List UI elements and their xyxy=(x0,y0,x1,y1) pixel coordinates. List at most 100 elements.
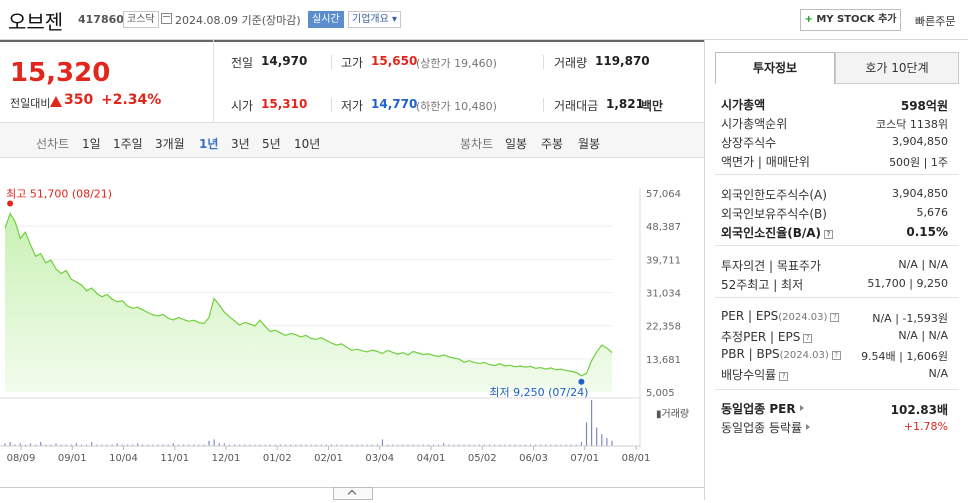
stock-header: 오브젠 417860 코스닥 2024.08.09 기준(장마감) 실시간 기업… xyxy=(0,0,968,40)
foreign-exhaust-label: 외국인소진율(B/A)? xyxy=(721,224,834,241)
tab-orderbook[interactable]: 호가 10단계 xyxy=(835,52,959,84)
volume-bar xyxy=(121,444,123,446)
volume-bar xyxy=(142,444,144,446)
stock-code: 417860 xyxy=(78,13,124,26)
company-overview-dropdown[interactable]: 기업개요 ▾ xyxy=(348,11,401,28)
divider xyxy=(715,389,959,390)
quick-order-link[interactable]: 빠른주문 xyxy=(915,15,956,28)
change-percent: +2.34% xyxy=(101,92,162,108)
x-tick-label: 06/03 xyxy=(519,453,548,464)
volume-bar xyxy=(351,444,353,446)
divider xyxy=(331,55,332,69)
arrow-right-icon xyxy=(799,405,804,411)
volume-bar xyxy=(437,444,440,446)
volume-bar xyxy=(366,444,368,446)
volume-bar xyxy=(4,443,6,446)
volume-bar xyxy=(80,444,83,446)
trade-amount-label: 거래대금 xyxy=(554,99,599,113)
volume-bar xyxy=(223,443,225,446)
tab-invest-info[interactable]: 투자정보 xyxy=(715,52,835,84)
volume-bar xyxy=(443,443,445,446)
pbr-value: 9.54배 | 1,606원 xyxy=(861,350,948,363)
market-cap-label: 시가총액 xyxy=(721,98,766,112)
collapse-chart-button[interactable] xyxy=(333,487,373,500)
divider xyxy=(331,98,332,112)
volume-bar xyxy=(70,444,72,446)
market-cap-value: 598억원 xyxy=(900,99,948,113)
tab-1d[interactable]: 1일 xyxy=(82,137,101,151)
volume-bar xyxy=(96,444,98,446)
help-icon[interactable]: ? xyxy=(803,334,813,343)
tab-monthly[interactable]: 월봉 xyxy=(578,137,601,151)
volume-bar xyxy=(233,444,236,446)
volume-bar xyxy=(218,443,220,446)
add-mystock-button[interactable]: + MY STOCK 추가 xyxy=(800,9,901,31)
volume-bar xyxy=(519,444,521,446)
sector-per-label[interactable]: 동일업종 PER xyxy=(721,400,804,417)
foreign-exhaust-text: 외국인소진율(B/A) xyxy=(721,226,822,240)
volume-bar xyxy=(208,440,210,446)
per-value: N/A | -1,593원 xyxy=(872,312,948,325)
volume-bar xyxy=(259,444,261,446)
help-icon[interactable]: ? xyxy=(830,313,840,322)
price-chart[interactable]: 57,064 48,387 39,711 31,034 22,358 13,681 5,00… xyxy=(0,158,704,500)
x-tick-label: 12/01 xyxy=(212,453,241,464)
help-icon[interactable]: ? xyxy=(779,372,789,381)
volume-bar xyxy=(284,444,287,446)
sector-per-text: 동일업종 PER xyxy=(721,402,796,416)
volume-bar xyxy=(228,444,231,446)
tab-1y[interactable]: 1년 xyxy=(199,137,219,151)
volume-bar xyxy=(575,444,577,446)
change-label: 전일대비 xyxy=(10,97,51,110)
volume-bar xyxy=(504,444,506,446)
volume-bar xyxy=(106,444,108,446)
par-value-value: 500원 | 1주 xyxy=(889,156,948,169)
lower-limit: (하한가 10,480) xyxy=(416,100,497,113)
volume-bar xyxy=(346,444,348,446)
tab-weekly[interactable]: 주봉 xyxy=(541,137,564,151)
volume-bar xyxy=(162,444,164,446)
help-icon[interactable]: ? xyxy=(831,351,841,360)
tab-5y[interactable]: 5년 xyxy=(262,137,281,151)
volume-bar xyxy=(529,444,531,446)
volume-bar xyxy=(55,443,57,446)
divider xyxy=(543,98,544,112)
sector-change-label[interactable]: 동일업종 등락률 xyxy=(721,419,811,436)
foreign-limit-value: 3,904,850 xyxy=(892,187,948,200)
volume-label: ▮거래량 xyxy=(656,408,689,420)
volume-bar xyxy=(182,444,185,446)
tab-1w[interactable]: 1주일 xyxy=(113,137,143,151)
volume-bar xyxy=(550,444,552,446)
tab-10y[interactable]: 10년 xyxy=(294,137,321,151)
volume-bar xyxy=(488,444,491,446)
volume-bar xyxy=(213,439,215,446)
tab-3m[interactable]: 3개월 xyxy=(155,137,185,151)
volume-bar xyxy=(29,443,32,446)
market-cap-rank-value: 코스닥 1138위 xyxy=(876,118,948,131)
volume-bar xyxy=(249,444,251,446)
high-label: 고가 xyxy=(341,56,364,70)
low-annotation: 최저 9,250 (07/24) xyxy=(489,386,588,399)
volume-bar xyxy=(397,444,399,446)
tab-daily[interactable]: 일봉 xyxy=(505,137,528,151)
volume-bar xyxy=(244,444,246,446)
low-value: 14,770 xyxy=(371,97,418,111)
volume-bar xyxy=(177,444,180,446)
tab-3y[interactable]: 3년 xyxy=(231,137,250,151)
volume-bar xyxy=(172,443,174,446)
volume-bar xyxy=(422,444,424,446)
volume-bar xyxy=(483,444,486,446)
volume-bar xyxy=(198,444,200,446)
help-icon[interactable]: ? xyxy=(824,230,834,239)
volume-bar xyxy=(448,444,450,446)
y-tick-label: 22,358 xyxy=(646,322,681,333)
candle-chart-label: 봉차트 xyxy=(460,137,494,151)
volume-bar xyxy=(601,434,603,446)
volume-bar xyxy=(14,444,16,446)
est-per-label: 추정PER | EPS? xyxy=(721,328,813,345)
realtime-button[interactable]: 실시간 xyxy=(308,11,344,28)
volume-bar xyxy=(590,400,593,446)
stock-name: 오브젠 xyxy=(8,10,64,34)
volume-bar xyxy=(126,444,129,446)
trade-amount-unit: 백만 xyxy=(641,99,664,113)
